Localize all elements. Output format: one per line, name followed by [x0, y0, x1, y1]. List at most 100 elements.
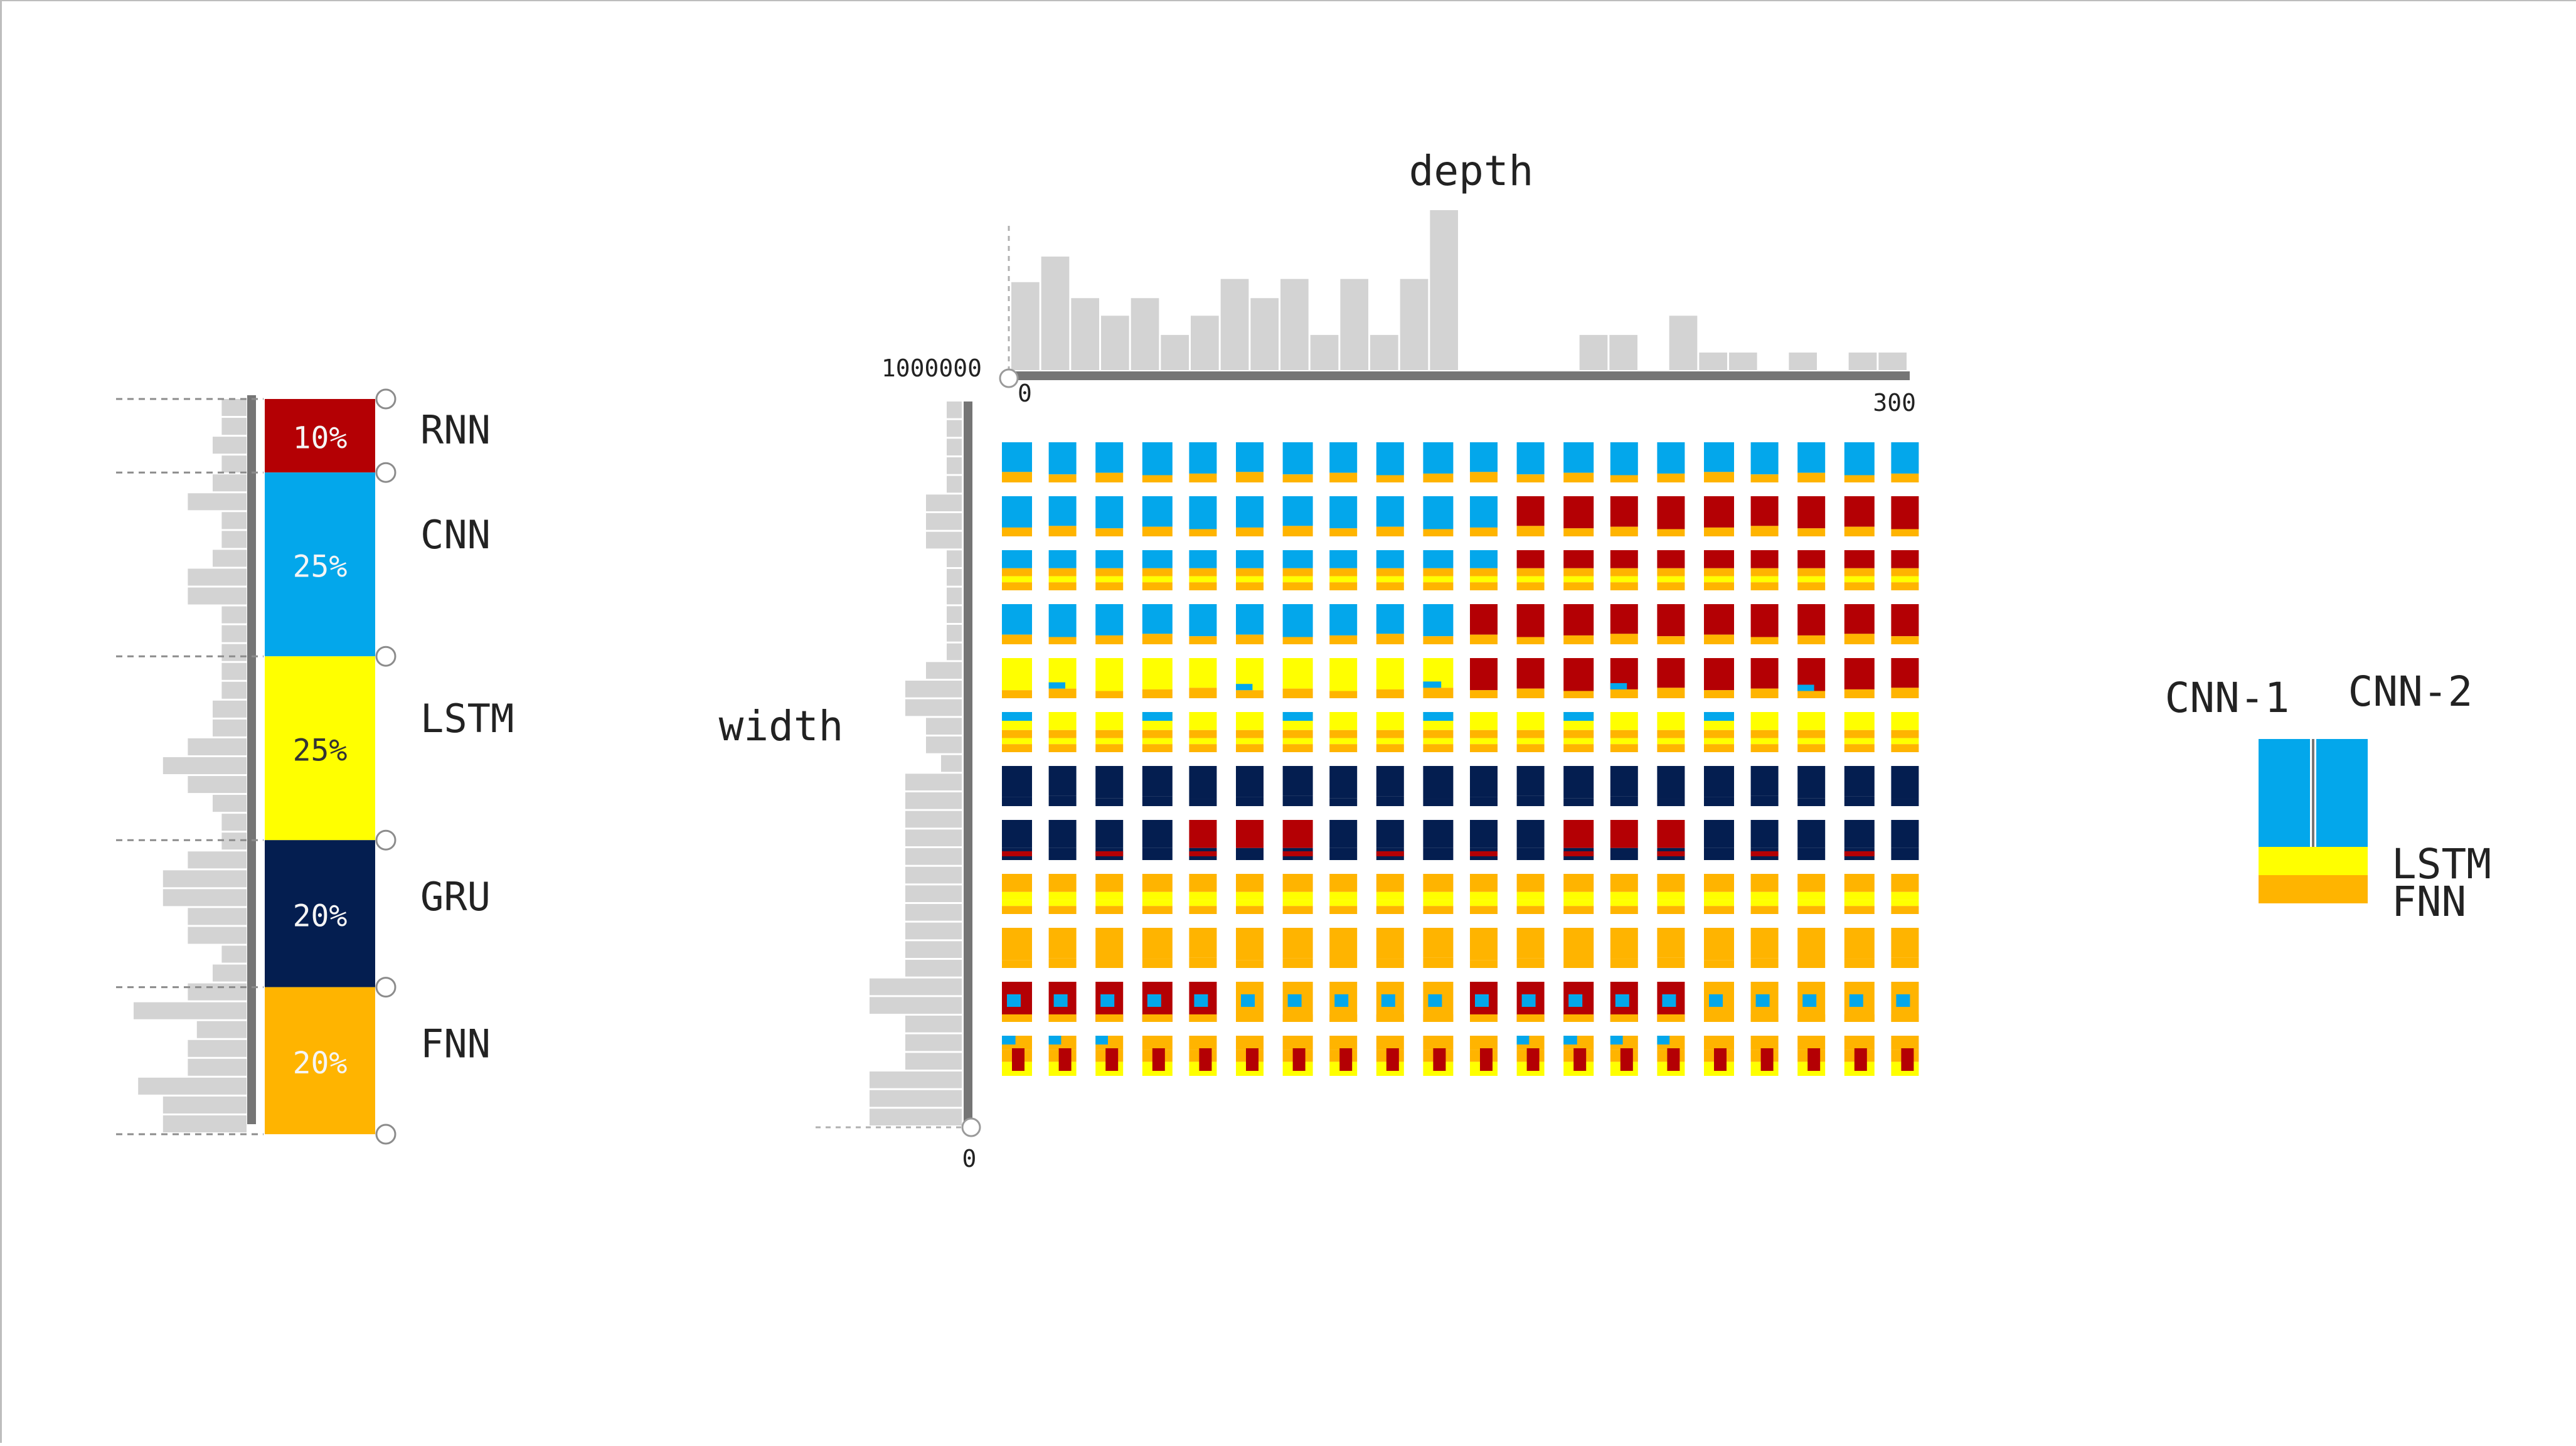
architecture-glyph[interactable]: [1002, 712, 1032, 752]
architecture-glyph[interactable]: [1376, 604, 1404, 644]
architecture-glyph[interactable]: [1048, 982, 1077, 1022]
architecture-glyph[interactable]: [1704, 604, 1734, 644]
architecture-glyph[interactable]: [1704, 982, 1734, 1022]
architecture-glyph[interactable]: [1329, 604, 1358, 644]
architecture-glyph[interactable]: [1657, 1036, 1685, 1076]
architecture-glyph[interactable]: [1282, 820, 1313, 860]
architecture-glyph[interactable]: [1423, 550, 1454, 590]
architecture-glyph[interactable]: [1048, 550, 1077, 590]
architecture-glyph[interactable]: [1376, 982, 1404, 1022]
architecture-glyph[interactable]: [1376, 550, 1404, 590]
architecture-glyph[interactable]: [1002, 658, 1032, 698]
architecture-glyph[interactable]: [1470, 442, 1498, 482]
depth-range-handle[interactable]: [999, 368, 1019, 388]
architecture-glyph[interactable]: [1236, 982, 1264, 1022]
architecture-glyph[interactable]: [1423, 604, 1454, 644]
architecture-glyph[interactable]: [1423, 442, 1454, 482]
architecture-glyph[interactable]: [1563, 604, 1594, 644]
architecture-glyph[interactable]: [1610, 442, 1638, 482]
architecture-glyph[interactable]: [1236, 442, 1264, 482]
architecture-glyph[interactable]: [1282, 604, 1313, 644]
architecture-glyph[interactable]: [1516, 712, 1545, 752]
architecture-glyph[interactable]: [1236, 820, 1264, 860]
architecture-glyph[interactable]: [1002, 604, 1032, 644]
architecture-glyph[interactable]: [1189, 928, 1217, 968]
architecture-glyph[interactable]: [1236, 874, 1264, 914]
architecture-glyph[interactable]: [1142, 658, 1173, 698]
architecture-glyph[interactable]: [1048, 658, 1077, 698]
architecture-glyph[interactable]: [1236, 604, 1264, 644]
architecture-glyph[interactable]: [1376, 712, 1404, 752]
architecture-glyph[interactable]: [1797, 982, 1826, 1022]
architecture-glyph[interactable]: [1329, 1036, 1358, 1076]
architecture-glyph[interactable]: [1516, 658, 1545, 698]
architecture-glyph[interactable]: [1329, 550, 1358, 590]
architecture-glyph[interactable]: [1891, 874, 1919, 914]
architecture-glyph[interactable]: [1657, 442, 1685, 482]
architecture-glyph[interactable]: [1563, 658, 1594, 698]
architecture-glyph[interactable]: [1563, 982, 1594, 1022]
architecture-glyph[interactable]: [1657, 658, 1685, 698]
architecture-glyph[interactable]: [1142, 550, 1173, 590]
architecture-glyph[interactable]: [1470, 1036, 1498, 1076]
architecture-glyph[interactable]: [1376, 766, 1404, 806]
architecture-glyph[interactable]: [1891, 766, 1919, 806]
composition-segment-gru[interactable]: [265, 840, 375, 987]
architecture-glyph[interactable]: [1750, 658, 1779, 698]
architecture-glyph[interactable]: [1329, 982, 1358, 1022]
architecture-glyph[interactable]: [1189, 712, 1217, 752]
architecture-glyph[interactable]: [1282, 658, 1313, 698]
architecture-glyph[interactable]: [1516, 1036, 1545, 1076]
architecture-glyph[interactable]: [1516, 766, 1545, 806]
architecture-glyph[interactable]: [1704, 496, 1734, 536]
architecture-glyph[interactable]: [1376, 820, 1404, 860]
architecture-glyph[interactable]: [1282, 550, 1313, 590]
architecture-glyph[interactable]: [1002, 550, 1032, 590]
architecture-glyph[interactable]: [1189, 550, 1217, 590]
architecture-glyph[interactable]: [1470, 874, 1498, 914]
architecture-glyph[interactable]: [1563, 496, 1594, 536]
architecture-glyph-grid[interactable]: [1002, 442, 1919, 1076]
architecture-glyph[interactable]: [1657, 496, 1685, 536]
architecture-glyph[interactable]: [1423, 928, 1454, 968]
architecture-glyph[interactable]: [1516, 604, 1545, 644]
composition-handle[interactable]: [375, 646, 397, 667]
architecture-glyph[interactable]: [1797, 766, 1826, 806]
architecture-glyph[interactable]: [1610, 496, 1638, 536]
architecture-glyph[interactable]: [1704, 874, 1734, 914]
architecture-glyph[interactable]: [1142, 712, 1173, 752]
architecture-glyph[interactable]: [1844, 1036, 1875, 1076]
architecture-glyph[interactable]: [1095, 442, 1124, 482]
architecture-glyph[interactable]: [1095, 766, 1124, 806]
architecture-glyph[interactable]: [1704, 1036, 1734, 1076]
architecture-glyph[interactable]: [1610, 712, 1638, 752]
architecture-glyph[interactable]: [1002, 496, 1032, 536]
architecture-glyph[interactable]: [1095, 874, 1124, 914]
architecture-glyph[interactable]: [1329, 658, 1358, 698]
architecture-glyph[interactable]: [1236, 658, 1264, 698]
architecture-glyph[interactable]: [1891, 982, 1919, 1022]
architecture-glyph[interactable]: [1470, 766, 1498, 806]
architecture-glyph[interactable]: [1329, 766, 1358, 806]
architecture-glyph[interactable]: [1844, 928, 1875, 968]
architecture-glyph[interactable]: [1189, 1036, 1217, 1076]
architecture-glyph[interactable]: [1329, 820, 1358, 860]
architecture-glyph[interactable]: [1282, 766, 1313, 806]
architecture-glyph[interactable]: [1657, 874, 1685, 914]
architecture-glyph[interactable]: [1750, 766, 1779, 806]
architecture-glyph[interactable]: [1048, 442, 1077, 482]
architecture-glyph[interactable]: [1095, 712, 1124, 752]
architecture-glyph[interactable]: [1891, 712, 1919, 752]
architecture-glyph[interactable]: [1704, 658, 1734, 698]
architecture-glyph[interactable]: [1563, 928, 1594, 968]
architecture-glyph[interactable]: [1657, 982, 1685, 1022]
architecture-glyph[interactable]: [1282, 874, 1313, 914]
architecture-glyph[interactable]: [1610, 874, 1638, 914]
architecture-glyph[interactable]: [1657, 928, 1685, 968]
architecture-glyph[interactable]: [1750, 442, 1779, 482]
architecture-glyph[interactable]: [1376, 1036, 1404, 1076]
architecture-glyph[interactable]: [1797, 712, 1826, 752]
architecture-glyph[interactable]: [1470, 496, 1498, 536]
composition-handle[interactable]: [375, 388, 397, 410]
architecture-glyph[interactable]: [1750, 712, 1779, 752]
